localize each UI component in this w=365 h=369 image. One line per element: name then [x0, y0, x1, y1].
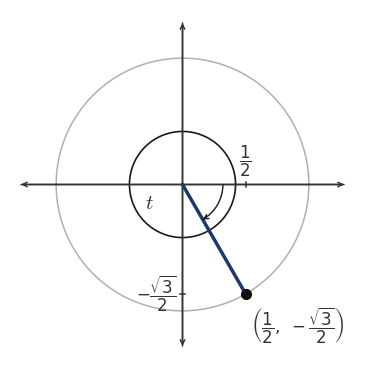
- Text: $-\dfrac{\sqrt{3}}{2}$: $-\dfrac{\sqrt{3}}{2}$: [136, 274, 176, 314]
- Text: $t$: $t$: [145, 193, 154, 213]
- Text: $\left(\dfrac{1}{2},\ -\dfrac{\sqrt{3}}{2}\right)$: $\left(\dfrac{1}{2},\ -\dfrac{\sqrt{3}}{…: [251, 306, 345, 346]
- Text: $\dfrac{1}{2}$: $\dfrac{1}{2}$: [239, 144, 252, 179]
